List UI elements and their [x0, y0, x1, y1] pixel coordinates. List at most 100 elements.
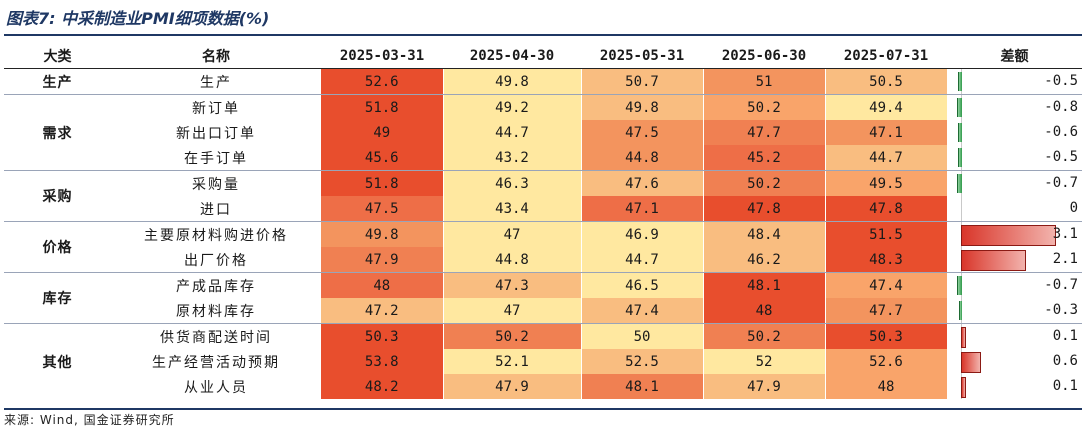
- diff-value: -0.5: [1044, 73, 1078, 89]
- value-cell: 49: [321, 120, 444, 145]
- value-cell: 47.7: [703, 120, 826, 145]
- table-row: 生产 生产 52.6 49.8 50.7 51 50.5 -0.5: [4, 68, 1082, 95]
- chart-title: 图表7: 中采制造业PMI细项数据(%): [6, 9, 270, 28]
- diff-value: 0.6: [1052, 353, 1078, 369]
- diff-cell: 0.1: [947, 324, 1082, 349]
- diff-value: 3.1: [1052, 226, 1078, 242]
- diff-value: -0.5: [1044, 149, 1078, 165]
- table-row: 进口 47.5 43.4 47.1 47.8 47.8 0: [4, 196, 1082, 222]
- value-cell: 49.8: [581, 94, 704, 120]
- title-rule: [4, 34, 1082, 36]
- value-cell: 47.6: [581, 170, 704, 196]
- value-cell: 44.8: [581, 145, 704, 171]
- value-cell: 47.4: [581, 298, 704, 324]
- negative-diff-bar: [956, 98, 962, 117]
- value-cell: 48.1: [703, 272, 826, 298]
- value-cell: 44.7: [443, 120, 582, 145]
- negative-diff-bar: [957, 276, 962, 295]
- value-cell: 48.2: [321, 374, 444, 399]
- value-cell: 50.3: [321, 323, 444, 349]
- value-cell: 43.4: [443, 196, 582, 222]
- value-cell: 51: [703, 68, 826, 95]
- value-cell: 47: [443, 221, 582, 247]
- diff-cell: -0.3: [947, 298, 1082, 324]
- value-cell: 50.2: [703, 94, 826, 120]
- diff-cell: 3.1: [947, 222, 1082, 247]
- value-cell: 52.6: [825, 349, 948, 374]
- indicator-name: 新订单: [192, 100, 240, 117]
- diff-value: -0.7: [1044, 277, 1078, 293]
- diff-value: -0.3: [1044, 302, 1078, 318]
- value-cell: 53.8: [321, 349, 444, 374]
- diff-cell: 0.6: [947, 349, 1082, 374]
- value-cell: 50.2: [443, 323, 582, 349]
- value-cell: 51.8: [321, 170, 444, 196]
- value-cell: 47.3: [443, 272, 582, 298]
- value-cell: 52.6: [321, 68, 444, 95]
- value-cell: 48.3: [825, 247, 948, 273]
- value-cell: 45.2: [703, 145, 826, 171]
- negative-diff-bar: [958, 148, 962, 167]
- table-row: 新出口订单 49 44.7 47.5 47.7 47.1 -0.6: [4, 120, 1082, 145]
- value-cell: 47.5: [321, 196, 444, 222]
- indicator-name: 采购量: [192, 176, 240, 193]
- indicator-name: 生产经营活动预期: [152, 354, 280, 371]
- table-row: 生产经营活动预期 53.8 52.1 52.5 52 52.6 0.6: [4, 349, 1082, 374]
- value-cell: 50.7: [581, 68, 704, 95]
- diff-value: -0.8: [1044, 99, 1078, 115]
- diff-cell: -0.5: [947, 68, 1082, 95]
- value-cell: 50.5: [825, 68, 948, 95]
- indicator-name: 主要原材料购进价格: [144, 227, 288, 244]
- diff-value: 2.1: [1052, 251, 1078, 267]
- value-cell: 47.1: [581, 196, 704, 222]
- table-row: 采购 采购量 51.8 46.3 47.6 50.2 49.5 -0.7: [4, 170, 1082, 222]
- value-cell: 52: [703, 349, 826, 374]
- category-cell: 价格: [4, 221, 111, 273]
- negative-diff-bar: [957, 123, 962, 142]
- negative-diff-bar: [959, 301, 962, 320]
- value-cell: 46.2: [703, 247, 826, 273]
- value-cell: 52.5: [581, 349, 704, 374]
- negative-diff-bar: [957, 174, 962, 193]
- value-cell: 47.9: [703, 374, 826, 399]
- header-date-1: 2025-03-31: [321, 44, 443, 69]
- header-category: 大类: [4, 44, 111, 69]
- indicator-name: 生产: [111, 68, 321, 95]
- value-cell: 47.5: [581, 120, 704, 145]
- value-cell: 45.6: [321, 145, 444, 171]
- value-cell: 47.8: [703, 196, 826, 222]
- category-cell: 库存: [4, 272, 111, 324]
- header-date-3: 2025-05-31: [581, 44, 703, 69]
- indicator-name: 进口: [111, 196, 321, 222]
- diff-cell: -0.7: [947, 273, 1082, 298]
- diff-cell: 2.1: [947, 247, 1082, 273]
- indicator-name: 原材料库存: [111, 298, 321, 324]
- value-cell: 47.7: [825, 298, 948, 324]
- value-cell: 49.4: [825, 94, 948, 120]
- positive-diff-bar: [960, 225, 1056, 246]
- indicator-name: 新出口订单: [176, 125, 256, 142]
- table-row: 其他 供货商配送时间 50.3 50.2 50 50.2 50.3 0.1: [4, 323, 1082, 371]
- diff-value: -0.6: [1044, 124, 1078, 140]
- value-cell: 47.9: [321, 247, 444, 273]
- value-cell: 48: [321, 272, 444, 298]
- diff-value: 0: [1069, 200, 1078, 216]
- value-cell: 47: [443, 298, 582, 324]
- value-cell: 48: [703, 298, 826, 324]
- value-cell: 51.8: [321, 94, 444, 120]
- zero-axis-line: [960, 196, 962, 221]
- category-cell: 采购: [4, 170, 111, 222]
- value-cell: 49.8: [443, 68, 582, 95]
- positive-diff-bar: [960, 250, 1026, 271]
- positive-diff-bar: [960, 352, 981, 373]
- positive-diff-bar: [960, 377, 966, 398]
- header-date-2: 2025-04-30: [443, 44, 581, 69]
- value-cell: 52.1: [443, 349, 582, 374]
- header-diff: 差额: [947, 44, 1082, 69]
- diff-cell: -0.8: [947, 95, 1082, 120]
- value-cell: 50.2: [703, 323, 826, 349]
- value-cell: 46.9: [581, 221, 704, 247]
- diff-cell: -0.5: [947, 145, 1082, 171]
- diff-cell: 0.1: [947, 374, 1082, 399]
- indicator-name: 从业人员: [184, 379, 248, 396]
